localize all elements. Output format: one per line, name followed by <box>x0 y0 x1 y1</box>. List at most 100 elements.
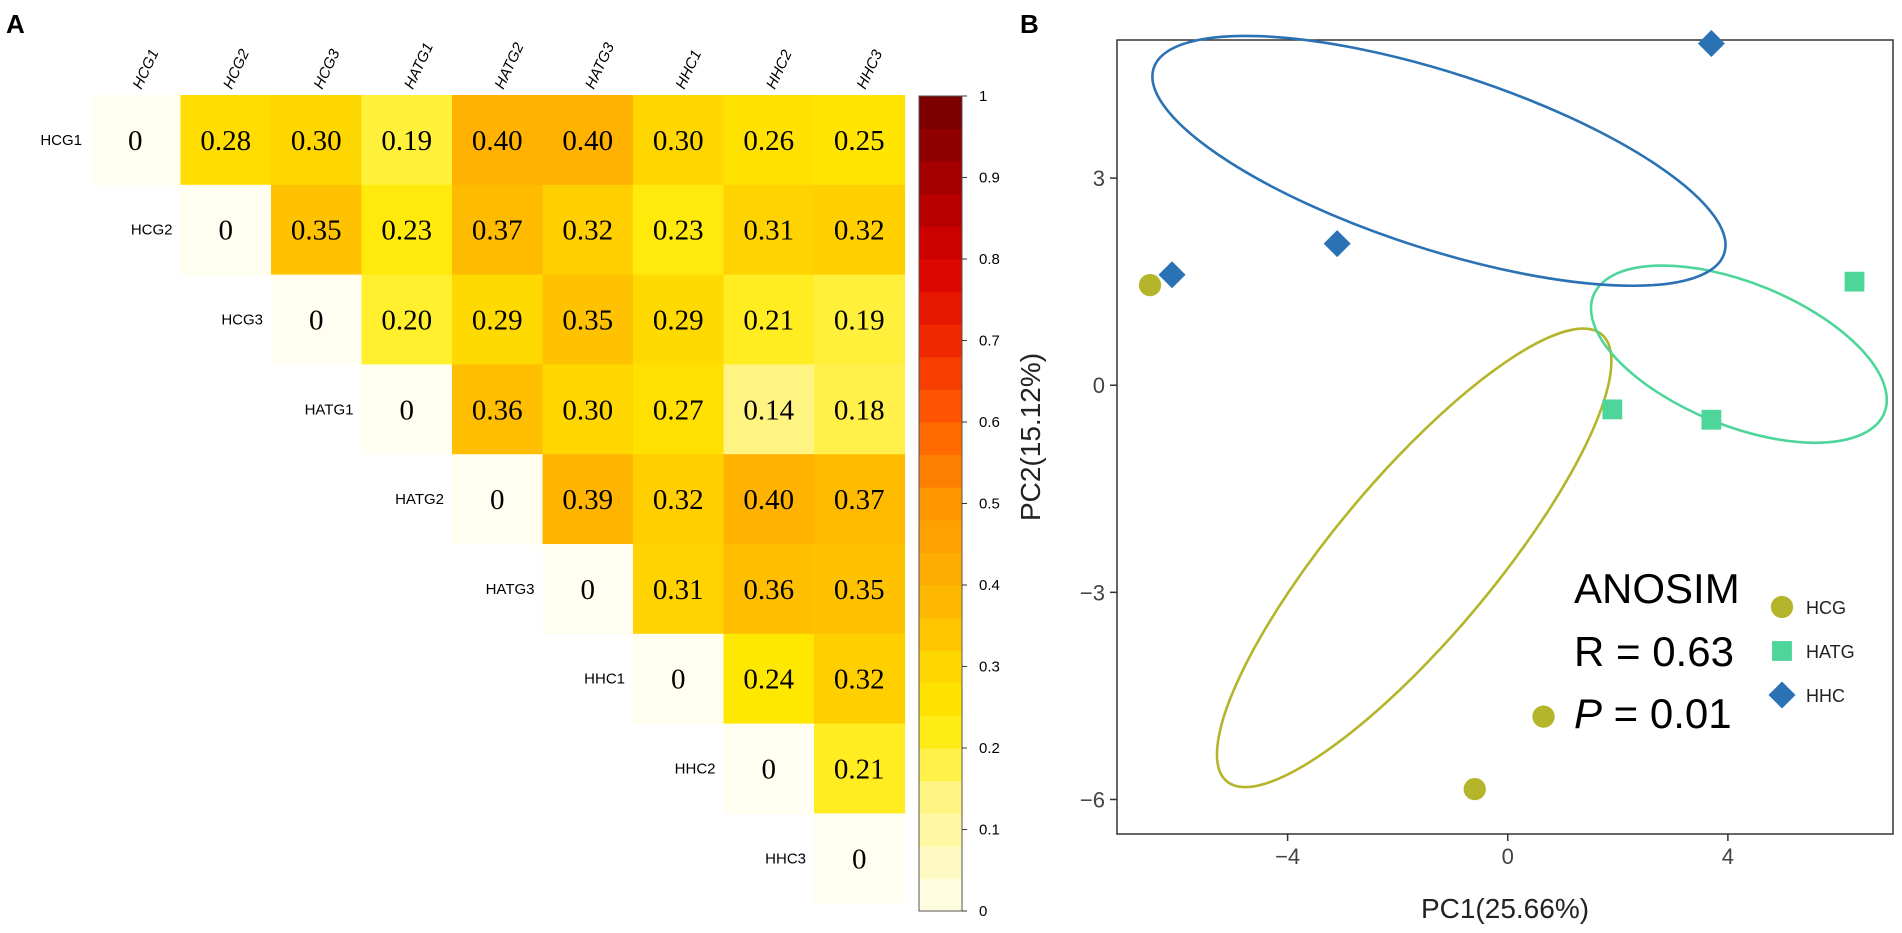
cell-value: 0.40 <box>472 125 523 157</box>
colorbar-band <box>919 748 962 782</box>
column-label: HATG3 <box>582 40 618 92</box>
cell-value: 0 <box>671 664 686 696</box>
cell-value: 0.39 <box>562 484 613 516</box>
anosim-p-suffix: = 0.01 <box>1602 690 1732 737</box>
row-label: HATG1 <box>305 401 354 418</box>
heatmap-cell <box>361 274 453 365</box>
column-label: HCG1 <box>129 47 162 92</box>
colorbar-band <box>919 324 962 358</box>
column-label: HATG2 <box>491 40 527 92</box>
cell-value: 0.37 <box>472 215 523 247</box>
legend: HCG HATG HHC <box>1768 595 1855 709</box>
y-tick-label: 3 <box>1093 166 1105 191</box>
column-label: HHC1 <box>672 47 705 91</box>
colorbar-band <box>919 519 962 553</box>
cell-value: 0.32 <box>562 215 613 247</box>
cell-value: 0.23 <box>381 215 432 247</box>
cell-value: 0.30 <box>562 394 613 426</box>
colorbar-band <box>919 226 962 260</box>
heatmap-cell <box>361 95 453 186</box>
row-label: HATG3 <box>486 581 535 598</box>
cell-value: 0.40 <box>743 484 794 516</box>
heatmap-cell <box>723 184 815 276</box>
colorbar-band <box>919 585 962 619</box>
colorbar-band <box>919 291 962 325</box>
data-point-hatg <box>1602 399 1623 420</box>
heatmap-cell <box>814 95 906 186</box>
column-label: HCG2 <box>220 46 253 92</box>
heatmap-cell <box>633 95 725 186</box>
heatmap-cell <box>633 274 725 365</box>
heatmap-cell <box>633 364 725 455</box>
heatmap-colorbar: 0 0.1 0.2 0.3 0.4 0.5 0.6 0.7 0.8 0.9 1 <box>918 88 1000 920</box>
heatmap-cell <box>633 184 725 276</box>
row-label: HHC1 <box>584 671 625 688</box>
row-label: HHC2 <box>675 761 716 778</box>
anosim-title: ANOSIM <box>1574 565 1740 612</box>
cell-value: 0.35 <box>291 215 342 247</box>
cell-value: 0.21 <box>743 305 794 337</box>
colorbar-band <box>919 128 962 162</box>
pca-scatter-plot: −4 0 4 −6 −3 0 3 PC1(25.66%) PC2(15.12%) ANOSIM R … <box>1015 29 1894 924</box>
cell-value: 0.28 <box>200 125 251 157</box>
data-point-hhc <box>1697 29 1725 57</box>
cell-value: 0 <box>219 215 234 247</box>
cell-value: 0 <box>309 305 324 337</box>
colorbar-tick-label: 0.6 <box>979 414 1000 431</box>
cell-value: 0.24 <box>743 664 794 696</box>
data-point-hatg <box>1701 409 1722 430</box>
heatmap-cell <box>452 184 544 276</box>
heatmap-cell <box>814 184 906 276</box>
colorbar-tick-label: 0.3 <box>979 659 1000 676</box>
heatmap-cell <box>542 454 634 545</box>
colorbar-band <box>919 487 962 521</box>
heatmap-cell <box>814 544 906 635</box>
plot-frame <box>1116 39 1894 835</box>
data-point-hhc <box>1323 230 1351 258</box>
data-point-hcg <box>1138 273 1162 297</box>
y-tick-label: −3 <box>1080 580 1105 605</box>
heatmap-cell <box>814 633 906 725</box>
colorbar-band <box>919 878 962 912</box>
colorbar-tick-label: 0 <box>979 903 987 920</box>
heatmap-cell <box>361 184 453 276</box>
y-axis-title: PC2(15.12%) <box>1015 353 1046 521</box>
correlation-heatmap: HCG1 HCG2 HCG3 HATG1 HATG2 HATG3 HHC1 HHC2 HHC3 H… <box>40 40 906 904</box>
colorbar-band <box>919 193 962 227</box>
row-label: HATG2 <box>395 491 444 508</box>
heatmap-cell <box>723 454 815 545</box>
anosim-p-line: P = 0.01 <box>1574 690 1732 737</box>
x-tick-label: 0 <box>1502 844 1514 869</box>
legend-marker-hcg <box>1770 595 1794 619</box>
colorbar-band <box>919 617 962 651</box>
heatmap-cell <box>723 364 815 455</box>
row-label: HCG1 <box>40 132 82 149</box>
anosim-p-symbol: P <box>1574 690 1602 737</box>
cell-value: 0.20 <box>381 305 432 337</box>
cell-value: 0.30 <box>291 125 342 157</box>
x-tick-label: 4 <box>1722 844 1734 869</box>
cell-value: 0.21 <box>834 754 885 786</box>
cell-value: 0 <box>852 843 867 875</box>
row-label: HHC3 <box>765 850 806 867</box>
cell-value: 0 <box>400 394 415 426</box>
heatmap-cell <box>452 364 544 455</box>
heatmap-cell <box>814 813 906 904</box>
cell-value: 0.18 <box>834 394 885 426</box>
colorbar-band <box>919 161 962 195</box>
anosim-r-line: R = 0.63 <box>1574 628 1734 675</box>
cell-value: 0.36 <box>743 574 794 606</box>
heatmap-cell <box>180 184 272 276</box>
heatmap-cell <box>814 364 906 455</box>
colorbar-tick-label: 0.8 <box>979 251 1000 268</box>
heatmap-cell <box>542 184 634 276</box>
colorbar-band <box>919 356 962 390</box>
colorbar-band <box>919 845 962 879</box>
column-label: HHC3 <box>853 47 886 92</box>
heatmap-cell <box>452 95 544 186</box>
heatmap-cell <box>633 544 725 635</box>
column-label: HHC2 <box>763 47 796 92</box>
data-point-hhc <box>1158 261 1186 289</box>
legend-marker-hatg <box>1772 641 1792 661</box>
heatmap-cell <box>542 364 634 455</box>
